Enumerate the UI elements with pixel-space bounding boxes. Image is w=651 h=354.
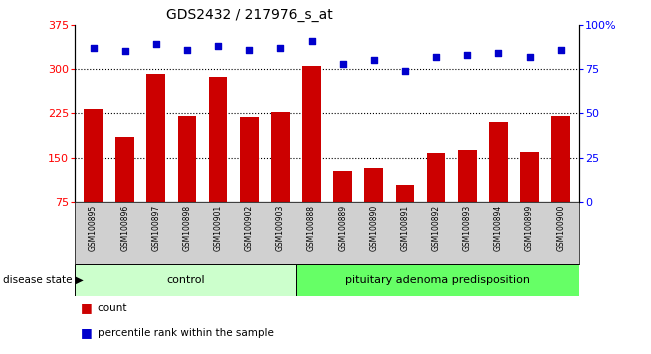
Bar: [302, 66, 321, 246]
Point: [213, 43, 223, 49]
Bar: [75, 264, 296, 296]
Bar: [178, 116, 197, 246]
Text: GSM100896: GSM100896: [120, 205, 129, 251]
Text: GSM100899: GSM100899: [525, 205, 534, 251]
Text: GSM100888: GSM100888: [307, 205, 316, 251]
Bar: [520, 152, 539, 246]
Text: pituitary adenoma predisposition: pituitary adenoma predisposition: [345, 275, 530, 285]
Point: [337, 61, 348, 67]
Text: GSM100895: GSM100895: [89, 205, 98, 251]
Text: percentile rank within the sample: percentile rank within the sample: [98, 328, 273, 338]
Point: [150, 41, 161, 47]
Text: GSM100893: GSM100893: [463, 205, 472, 251]
Bar: [458, 150, 477, 246]
Text: GSM100901: GSM100901: [214, 205, 223, 251]
Text: control: control: [166, 275, 204, 285]
Point: [493, 50, 504, 56]
Bar: [333, 171, 352, 246]
Bar: [427, 153, 445, 246]
Point: [368, 57, 379, 63]
Point: [524, 54, 534, 59]
Point: [307, 38, 317, 44]
Bar: [271, 112, 290, 246]
Text: GSM100894: GSM100894: [494, 205, 503, 251]
Point: [244, 47, 255, 52]
Text: count: count: [98, 303, 127, 313]
Bar: [240, 118, 258, 246]
Text: disease state ▶: disease state ▶: [3, 275, 84, 285]
Point: [275, 45, 286, 51]
Text: GDS2432 / 217976_s_at: GDS2432 / 217976_s_at: [165, 8, 333, 22]
Bar: [209, 77, 227, 246]
Point: [400, 68, 410, 74]
Text: GSM100892: GSM100892: [432, 205, 441, 251]
Point: [120, 48, 130, 54]
Point: [89, 45, 99, 51]
Text: GSM100900: GSM100900: [556, 205, 565, 251]
Bar: [396, 185, 414, 246]
Bar: [365, 167, 383, 246]
Point: [182, 47, 192, 52]
Text: GSM100902: GSM100902: [245, 205, 254, 251]
Bar: [146, 74, 165, 246]
Point: [555, 47, 566, 52]
Bar: [489, 122, 508, 246]
Bar: [551, 116, 570, 246]
Bar: [296, 264, 579, 296]
Text: ■: ■: [81, 302, 93, 314]
Point: [431, 54, 441, 59]
Text: GSM100898: GSM100898: [182, 205, 191, 251]
Text: GSM100903: GSM100903: [276, 205, 285, 251]
Text: GSM100897: GSM100897: [151, 205, 160, 251]
Bar: [84, 109, 103, 246]
Text: GSM100891: GSM100891: [400, 205, 409, 251]
Text: ■: ■: [81, 326, 93, 339]
Text: GSM100890: GSM100890: [369, 205, 378, 251]
Bar: [115, 137, 134, 246]
Text: GSM100889: GSM100889: [339, 205, 347, 251]
Point: [462, 52, 473, 58]
